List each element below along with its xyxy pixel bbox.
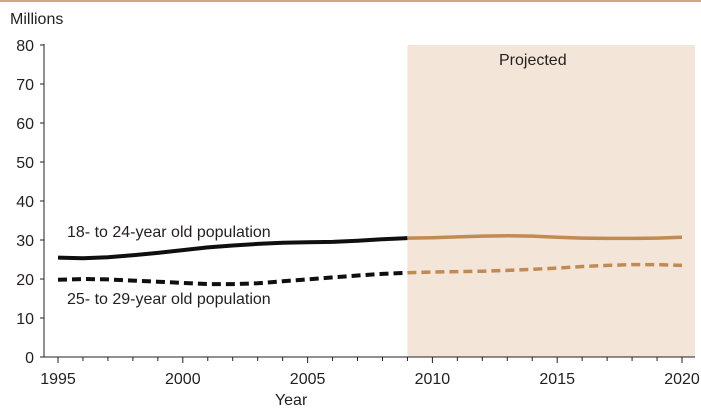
x-tick-label: 1995 — [40, 371, 76, 388]
y-tick-label: 70 — [16, 77, 34, 94]
y-tick-label: 30 — [16, 233, 34, 250]
y-axis-unit-label: Millions — [10, 11, 63, 28]
top-rule — [0, 0, 701, 2]
series-label-18-24: 18- to 24-year old population — [67, 224, 271, 241]
series-1-projected-line — [407, 262, 683, 275]
x-tick-label: 2020 — [664, 371, 700, 388]
x-tick-label: 2000 — [165, 371, 201, 388]
y-tick-label: 40 — [16, 194, 34, 211]
series-0-historical-line — [57, 236, 408, 261]
y-tick-label: 10 — [16, 311, 34, 328]
series-label-25-29: 25- to 29-year old population — [67, 291, 271, 308]
projection-band — [407, 45, 695, 357]
series-layer — [57, 233, 683, 287]
y-tick-label: 50 — [16, 155, 34, 172]
x-tick-label: 2015 — [539, 371, 575, 388]
y-tick-label: 60 — [16, 116, 34, 133]
y-tick-label: 80 — [16, 38, 34, 55]
x-tick-label: 2010 — [415, 371, 451, 388]
x-tick-label: 2005 — [290, 371, 326, 388]
projection-label: Projected — [499, 52, 567, 69]
y-tick-label: 0 — [25, 350, 34, 367]
x-axis-label: Year — [275, 392, 308, 409]
series-0-projected-line — [407, 233, 683, 241]
series-1-historical-line — [57, 270, 408, 287]
axes: 0 10 20 30 40 50 60 70 80 1995 2000 2005 2010 2015 202… — [16, 38, 700, 388]
y-tick-label: 20 — [16, 272, 34, 289]
